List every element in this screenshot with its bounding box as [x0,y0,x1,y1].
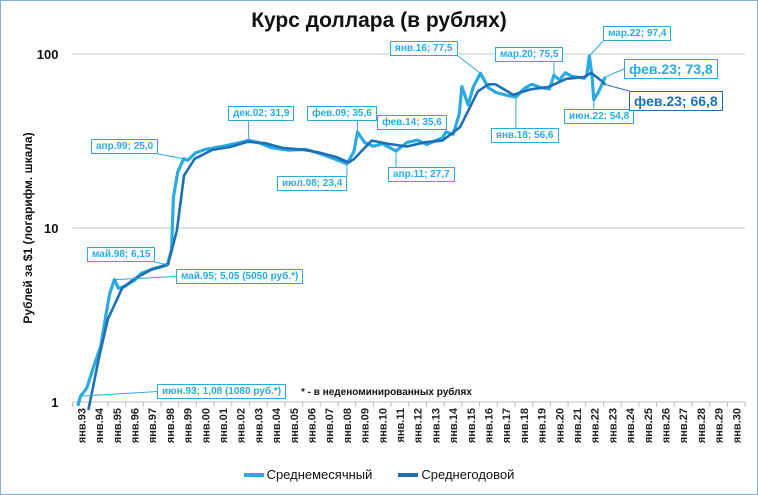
legend-label: Среднегодовой [421,467,515,482]
x-tick-label: янв.24 [625,407,637,443]
x-tick-label: янв.98 [165,408,177,443]
x-tick-label: янв.30 [731,408,743,443]
data-label: фев.23; 66,8 [629,91,723,111]
data-label: июн.93; 1,08 (1080 руб.*) [157,384,287,399]
x-tick-label: янв.26 [660,408,672,443]
x-tick-label: янв.23 [607,408,619,443]
x-tick-label: янв.04 [271,407,283,443]
data-label: апр.99; 25,0 [91,139,159,154]
data-label: апр.11; 27,7 [388,167,455,182]
x-tick-label: янв.17 [501,408,513,443]
x-tick-label: янв.03 [253,408,265,443]
x-tick-label: янв.12 [413,408,425,443]
legend-item-monthly: Среднемесячный [243,467,373,482]
x-tick-label: янв.99 [183,408,195,443]
data-label: июн.22; 54,8 [564,109,635,124]
data-label: май.95; 5,05 (5050 руб.*) [176,269,304,284]
y-tick-label: 10 [44,221,58,236]
x-tick-label: янв.02 [236,408,248,443]
data-label: фев.14; 35,6 [377,115,447,130]
data-label: июл.08; 23,4 [277,176,348,191]
x-tick-label: янв.05 [289,408,301,443]
x-tick-label: янв.01 [218,408,230,443]
x-tick-label: янв.28 [696,408,708,443]
legend-item-annual: Среднегодовой [398,467,514,482]
x-tick-label: янв.21 [572,408,584,443]
x-tick-label: янв.10 [377,408,389,443]
leader-line [80,391,158,397]
legend-label: Среднемесячный [266,467,373,482]
x-tick-label: янв.20 [554,408,566,443]
data-label: май.98; 6,15 [87,247,156,262]
y-tick-label: 1 [51,395,58,410]
x-tick-label: янв.07 [324,408,336,443]
legend: Среднемесячный Среднегодовой [1,467,757,482]
data-label: фев.09; 35,6 [307,106,377,121]
data-label: фев.23; 73,8 [624,59,718,79]
leader-line [154,261,168,266]
data-label: янв.18; 56,6 [491,128,559,143]
x-tick-label: янв.14 [448,407,460,443]
y-tick-label: 100 [37,47,59,62]
leader-line [114,276,177,281]
x-tick-label: янв.27 [678,408,690,443]
leader-line [588,40,604,57]
x-tick-label: янв.06 [306,408,318,443]
x-tick-label: янв.29 [714,408,726,443]
footnote: * - в неденоминированных рублях [301,387,472,398]
x-tick-label: янв.22 [590,408,602,443]
x-tick-label: янв.11 [395,408,407,443]
data-label: дек.02; 31,9 [228,106,295,121]
x-tick-label: янв.13 [430,408,442,443]
x-tick-label: янв.97 [147,408,159,443]
x-tick-label: янв.19 [537,408,549,443]
legend-swatch [243,472,264,477]
leader-line [157,153,184,160]
x-tick-label: янв.09 [360,408,372,443]
data-label: мар.20; 75,5 [495,47,564,62]
legend-swatch [398,472,419,477]
data-label: мар.22; 97,4 [603,26,672,41]
data-label: янв.16; 77,5 [390,41,458,56]
leader-line [605,84,630,92]
leader-line [457,55,481,74]
x-tick-label: янв.00 [200,408,212,443]
leader-line [605,68,625,78]
x-tick-label: янв.16 [483,408,495,443]
chart-title: Курс доллара (в рублях) [251,9,507,32]
x-tick-label: янв.93 [76,408,88,443]
x-tick-label: янв.96 [129,408,141,443]
x-tick-label: янв.08 [342,408,354,443]
x-tick-label: янв.18 [519,408,531,443]
x-tick-label: янв.25 [643,408,655,443]
x-tick-label: янв.15 [466,408,478,443]
x-tick-label: янв.94 [94,407,106,443]
series-annual-line [87,71,607,411]
x-tick-label: янв.95 [112,408,124,443]
